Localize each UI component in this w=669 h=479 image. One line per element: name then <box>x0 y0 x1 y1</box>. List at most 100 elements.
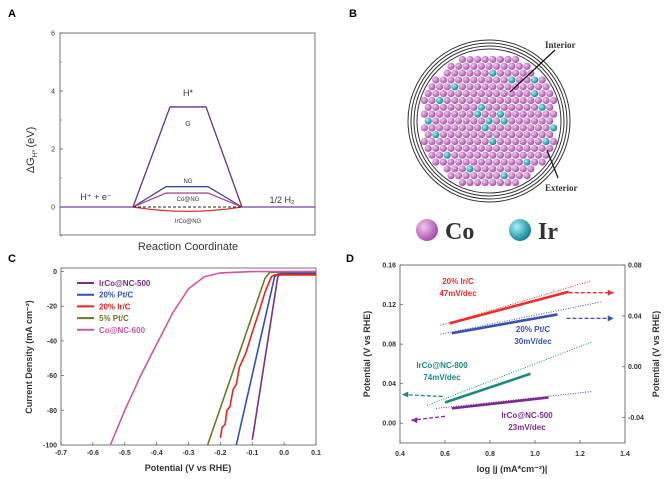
co-atom <box>470 158 478 166</box>
co-atom <box>504 137 512 146</box>
co-atom <box>489 165 497 173</box>
exterior-label: Exterior <box>545 183 577 193</box>
x-tick-label: -0.7 <box>55 450 67 457</box>
co-atom <box>458 151 466 159</box>
y-axis-label-right: Potential (V vs RHE) <box>651 311 661 398</box>
y-tick-label: -40 <box>47 338 57 345</box>
co-atom <box>523 144 531 152</box>
x-tick-label: -0.4 <box>151 450 163 457</box>
ir-atom <box>466 165 474 173</box>
co-atom <box>466 83 474 91</box>
co-atom <box>511 178 520 187</box>
ir-legend-sphere <box>509 219 531 241</box>
co-atom <box>474 178 482 187</box>
co-atom <box>550 110 558 118</box>
x-axis-label: log |j (mA*cm⁻²)| <box>477 464 548 474</box>
co-atom <box>458 165 466 173</box>
ir-atom <box>531 76 539 84</box>
x-tick-label: 0.0 <box>279 450 289 457</box>
co-atom <box>493 103 501 111</box>
co-atom <box>458 96 466 105</box>
atom-cluster <box>420 55 558 187</box>
co-atom <box>455 62 463 70</box>
co-atom <box>455 76 463 84</box>
co-atom <box>496 55 504 64</box>
co-atom <box>504 110 512 118</box>
y-tick-label: 6 <box>51 31 55 38</box>
co-atom <box>439 131 447 139</box>
co-atom <box>534 151 543 159</box>
y-tick-label: 0.00 <box>382 421 396 428</box>
y-tick-label: 4 <box>51 89 55 96</box>
x-tick-label: -0.1 <box>246 450 258 457</box>
series-name-label: IrCo@NC-500 <box>501 411 553 420</box>
co-atom <box>493 117 501 125</box>
co-atom <box>462 103 470 111</box>
co-atom <box>432 103 440 111</box>
co-atom <box>458 83 466 91</box>
y-tick-label: 0 <box>51 205 55 212</box>
co-atom <box>436 124 444 132</box>
co-atom <box>447 103 455 111</box>
ir-atom <box>542 137 550 146</box>
y-axis-label: Current Density (mA cm⁻²) <box>24 300 34 413</box>
plot-frame <box>399 264 626 444</box>
plot-frame <box>59 32 316 236</box>
y-axis-label: ΔGH*(eV) <box>25 127 39 173</box>
legend-label: 5% Pt/C <box>99 314 129 323</box>
co-atom <box>504 69 512 77</box>
co-atom <box>534 110 543 118</box>
ir-atom <box>436 96 444 105</box>
series-label-co-ng: Co@NG <box>177 197 200 203</box>
co-atom <box>474 151 482 159</box>
co-atom <box>496 124 504 132</box>
panel-label-b: B <box>349 8 357 20</box>
y-right-tick-label: 0.08 <box>628 263 642 270</box>
series-name-label: 20% Ir/C <box>442 277 474 286</box>
co-atom <box>504 165 512 173</box>
co-atom <box>511 69 520 77</box>
co-atom <box>455 131 463 139</box>
co-atom <box>451 124 459 132</box>
tafel-slope-label: 23mV/dec <box>508 423 546 432</box>
co-atom <box>439 158 447 166</box>
fit-line-20-pt-c <box>440 301 603 335</box>
co-atom <box>489 124 497 132</box>
x-tick-label: 1.0 <box>530 451 540 458</box>
co-atom <box>424 90 432 98</box>
x-tick-label: 0.6 <box>440 451 450 458</box>
co-atom <box>527 165 535 173</box>
ir-atom <box>496 110 504 118</box>
co-atom <box>485 62 493 70</box>
legend-label: 20% Pt/C <box>99 291 133 300</box>
co-atom <box>546 144 554 152</box>
co-atom <box>477 62 485 70</box>
arrowhead-irco-nc-800 <box>402 391 409 398</box>
state-label-initial: H⁺ + e⁻ <box>80 192 112 202</box>
ir-atom <box>489 69 497 77</box>
co-atom <box>432 117 440 125</box>
co-atom <box>500 103 508 111</box>
co-atom <box>493 172 501 180</box>
tafel-line-irco-nc-800 <box>444 372 531 404</box>
co-atom <box>447 117 455 125</box>
co-legend-label: Co <box>445 219 474 245</box>
exterior-pointer <box>546 149 559 179</box>
carbon-shell <box>413 45 565 197</box>
state-label-intermediate: H* <box>183 88 193 98</box>
co-atom <box>519 110 527 118</box>
x-tick-label: -0.5 <box>119 450 131 457</box>
co-atom <box>538 131 546 139</box>
panel-label-d: D <box>346 253 354 265</box>
y-tick-label: 0.12 <box>382 302 396 309</box>
co-legend-sphere <box>416 219 438 241</box>
ir-atom <box>531 90 539 98</box>
co-atom <box>462 131 470 139</box>
co-atom <box>462 90 470 98</box>
co-atom <box>462 62 470 70</box>
co-atom <box>515 103 524 111</box>
co-atom <box>447 131 455 139</box>
co-atom <box>447 76 455 84</box>
co-atom <box>534 83 543 91</box>
panel-a-free-energy-diagram: 0 2 4 6 Reaction Coordinate ΔGH*(eV) H⁺ + e… <box>25 31 316 253</box>
